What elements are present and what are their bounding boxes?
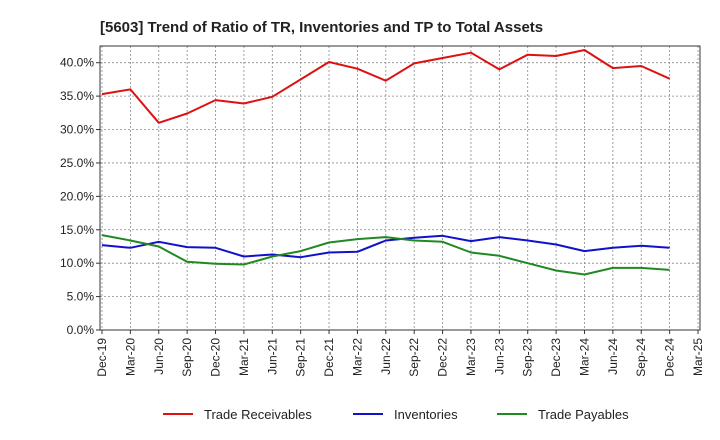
x-axis-ticks: Dec-19 Mar-20 Jun-20 Sep-20 Dec-20 Mar-21 Jun-… xyxy=(95,330,705,377)
x-tick-label: Sep-20 xyxy=(180,338,194,377)
x-tick-label: Jun-22 xyxy=(379,338,393,375)
x-tick-label: Dec-23 xyxy=(549,338,563,377)
x-tick-label: Dec-22 xyxy=(436,338,450,377)
y-tick-label: 5.0% xyxy=(67,290,95,304)
y-tick-label: 30.0% xyxy=(60,123,94,137)
series-line-trade-receivables xyxy=(101,49,671,124)
y-tick-label: 20.0% xyxy=(60,189,94,203)
legend: Trade Receivables Inventories Trade Payabl… xyxy=(163,407,629,422)
chart-title: [5603] Trend of Ratio of TR, Inventories… xyxy=(100,19,543,36)
x-tick-label: Sep-24 xyxy=(634,338,648,377)
x-tick-label: Jun-20 xyxy=(152,338,166,375)
x-tick-label: Mar-25 xyxy=(691,338,705,376)
x-tick-label: Mar-22 xyxy=(350,338,364,376)
y-axis-ticks: 0.0% 5.0% 10.0% 15.0% 20.0% 25.0% 30.0% 35.0% 40… xyxy=(60,56,100,337)
x-tick-label: Jun-23 xyxy=(492,338,506,375)
x-tick-label: Mar-21 xyxy=(237,338,251,376)
x-tick-label: Sep-22 xyxy=(407,338,421,377)
x-tick-label: Mar-23 xyxy=(464,338,478,376)
y-tick-label: 35.0% xyxy=(60,89,94,103)
y-tick-label: 10.0% xyxy=(60,256,94,270)
grid xyxy=(100,46,700,330)
x-tick-label: Jun-24 xyxy=(606,338,620,375)
legend-label: Trade Payables xyxy=(538,407,629,422)
x-tick-label: Sep-21 xyxy=(294,338,308,377)
x-tick-label: Sep-23 xyxy=(521,338,535,377)
x-tick-label: Dec-21 xyxy=(322,338,336,377)
plot-area-frame xyxy=(99,45,701,331)
series-lines xyxy=(101,49,671,276)
x-tick-label: Mar-20 xyxy=(123,338,137,376)
legend-label: Inventories xyxy=(394,407,458,422)
y-tick-label: 15.0% xyxy=(60,223,94,237)
x-tick-label: Mar-24 xyxy=(577,338,591,376)
y-tick-label: 25.0% xyxy=(60,156,94,170)
series-line-inventories xyxy=(101,234,670,259)
x-tick-label: Dec-19 xyxy=(95,338,109,377)
x-tick-label: Dec-24 xyxy=(663,338,677,377)
y-tick-label: 0.0% xyxy=(67,323,95,337)
y-tick-label: 40.0% xyxy=(60,56,94,70)
series-line-trade-payables xyxy=(101,234,670,276)
x-tick-label: Jun-21 xyxy=(265,338,279,375)
x-tick-label: Dec-20 xyxy=(209,338,223,377)
legend-label: Trade Receivables xyxy=(204,407,312,422)
